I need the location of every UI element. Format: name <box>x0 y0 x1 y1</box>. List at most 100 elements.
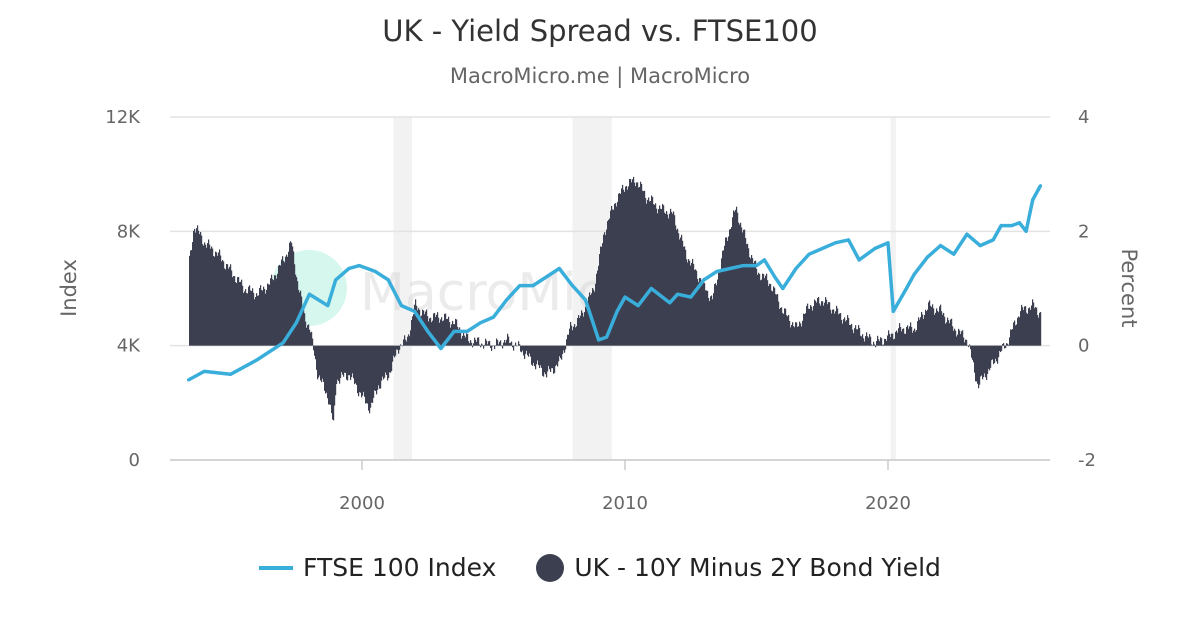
spread-bar <box>238 276 240 346</box>
spread-bar <box>1004 345 1006 349</box>
spread-bar <box>974 345 976 373</box>
spread-bar <box>230 264 232 346</box>
spread-bar <box>798 326 800 346</box>
spread-bar <box>857 329 859 346</box>
spread-bar <box>785 308 787 346</box>
spread-bar <box>673 211 675 346</box>
spread-bar <box>630 178 632 346</box>
spread-bar <box>601 246 603 346</box>
spread-bar <box>570 321 572 346</box>
spread-bar <box>329 345 331 405</box>
spread-bar <box>412 316 414 346</box>
spread-bar <box>516 345 518 347</box>
spread-bar <box>314 345 316 356</box>
ftse-point <box>755 264 758 268</box>
spread-bar <box>963 337 965 346</box>
spread-bar <box>716 285 718 346</box>
legend-item-spread[interactable]: UK - 10Y Minus 2Y Bond Yield <box>536 553 941 582</box>
spread-bar <box>527 345 529 356</box>
spread-bar <box>469 343 471 346</box>
spread-bar <box>512 345 514 348</box>
spread-bar <box>442 321 444 346</box>
spread-bar <box>905 333 907 346</box>
ftse-point <box>452 329 456 333</box>
spread-bar <box>376 345 378 395</box>
spread-bar <box>725 237 727 346</box>
spread-bar <box>249 285 251 346</box>
spread-bar <box>873 341 875 346</box>
spread-bar <box>900 327 902 346</box>
spread-bar <box>524 345 526 359</box>
spread-bar <box>810 305 812 346</box>
spread-bar <box>217 255 219 346</box>
ftse-point <box>728 266 732 270</box>
right-axis-label: Percent <box>1117 248 1141 327</box>
spread-bar <box>936 308 938 346</box>
spread-bar <box>457 326 459 346</box>
spread-bar <box>924 314 926 346</box>
spread-bar <box>199 234 201 346</box>
spread-bar <box>410 330 412 346</box>
spread-bar <box>496 338 498 346</box>
ftse-point <box>531 284 535 288</box>
spread-bar <box>265 293 267 346</box>
spread-bar <box>746 244 748 346</box>
ftse-point <box>1031 198 1035 202</box>
spread-bar <box>606 229 608 346</box>
spread-bar <box>654 204 656 346</box>
spread-bar <box>814 299 816 346</box>
spread-bar <box>315 345 317 360</box>
spread-bar <box>557 345 559 367</box>
left-tick-label: 12K <box>105 107 141 128</box>
ftse-point <box>794 266 798 270</box>
spread-bar <box>692 258 694 346</box>
spread-bar <box>201 235 203 346</box>
spread-bar <box>964 342 966 346</box>
spread-bar <box>381 345 383 381</box>
spread-bar <box>844 317 846 346</box>
spread-bar <box>228 268 230 346</box>
spread-bar <box>432 320 434 346</box>
spread-bar <box>624 191 626 346</box>
spread-bar <box>523 345 525 356</box>
spread-bar <box>637 182 639 346</box>
spread-bar <box>892 333 894 346</box>
spread-bar <box>686 259 688 346</box>
spread-bar <box>212 248 214 346</box>
spread-bar <box>863 338 865 346</box>
spread-bar <box>839 313 841 346</box>
spread-bar <box>878 339 880 346</box>
spread-bar <box>441 317 443 346</box>
spread-bar <box>663 205 665 346</box>
spread-bar <box>338 345 340 382</box>
spread-bar <box>700 278 702 346</box>
spread-bar <box>940 304 942 346</box>
spread-bar <box>460 332 462 346</box>
spread-bar <box>372 345 374 403</box>
spread-bar <box>631 182 633 346</box>
spread-bar <box>880 337 882 346</box>
spread-bar <box>946 322 948 346</box>
spread-bar <box>827 304 829 346</box>
ftse-point <box>939 244 943 248</box>
spread-bar <box>384 345 386 378</box>
spread-bar <box>708 297 710 346</box>
spread-bar <box>934 314 936 346</box>
spread-bar <box>600 246 602 346</box>
spread-bar <box>947 317 949 346</box>
spread-bar <box>492 345 494 347</box>
legend-item-ftse[interactable]: FTSE 100 Index <box>259 553 496 582</box>
spread-bar <box>264 288 266 346</box>
spread-bar <box>707 290 709 346</box>
spread-bar <box>869 334 871 346</box>
spread-bar <box>939 306 941 346</box>
spread-bar <box>824 302 826 346</box>
spread-bar <box>546 345 548 378</box>
spread-bar <box>958 328 960 346</box>
spread-bar <box>965 339 967 346</box>
spread-bar <box>202 244 204 346</box>
spread-bar <box>537 345 539 361</box>
spread-bar <box>913 330 915 346</box>
ftse-point <box>623 295 627 299</box>
spread-bar <box>988 345 990 369</box>
